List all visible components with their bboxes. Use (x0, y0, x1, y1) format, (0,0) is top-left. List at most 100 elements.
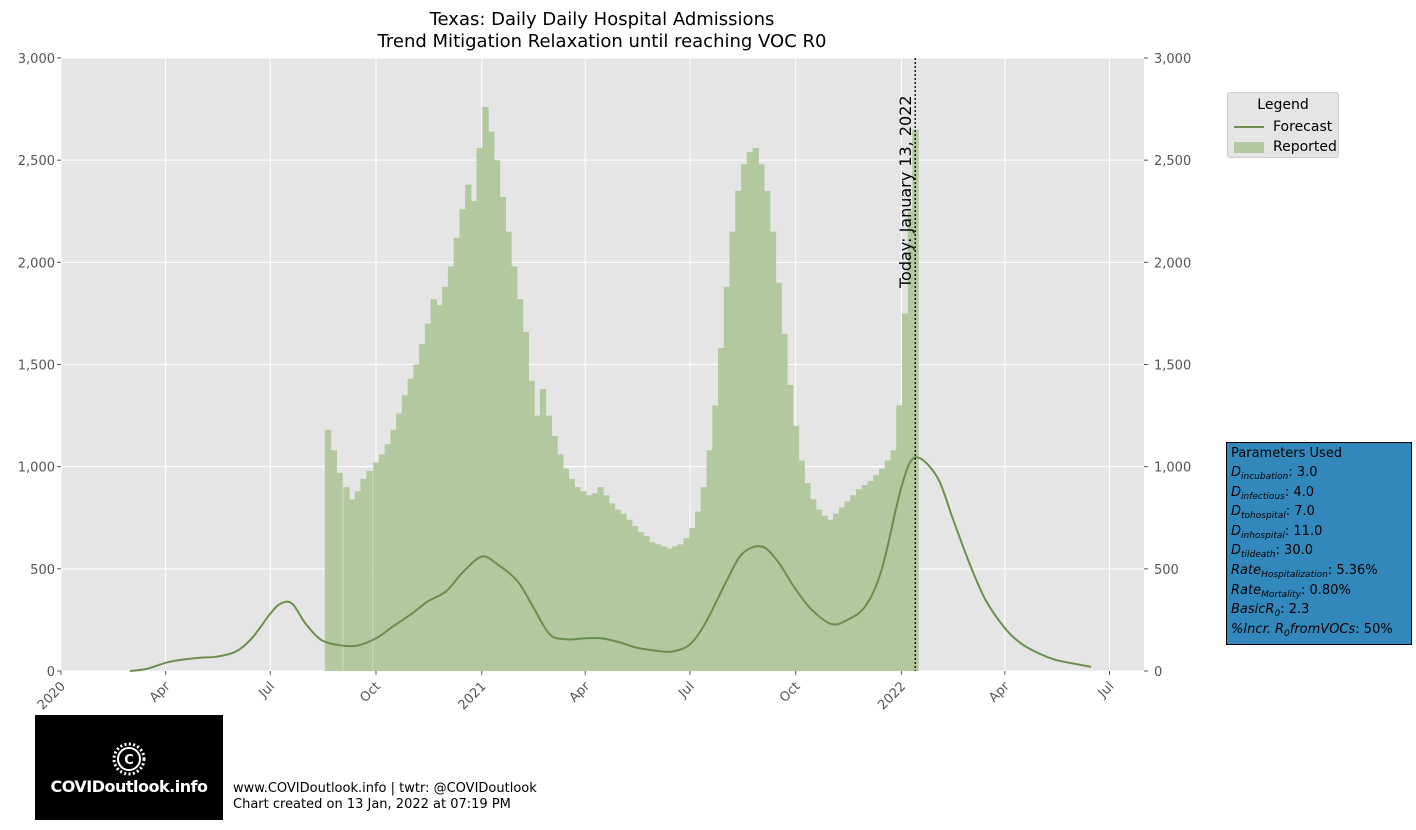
x-tick-label: Oct (357, 679, 384, 706)
reported-bar (677, 544, 685, 671)
reported-bar (465, 184, 472, 672)
reported-bar (453, 237, 460, 671)
y-tick-label: 2,500 (18, 154, 55, 169)
parameter-line: Dtohospital: 7.0 (1231, 504, 1315, 522)
legend-item-reported: Reported (1234, 139, 1337, 155)
y-tick-label: 1,500 (18, 359, 55, 374)
footer: www.COVIDoutlook.info | twtr: @COVIDoutl… (233, 781, 537, 813)
footer-line-2: Chart created on 13 Jan, 2022 at 07:19 P… (233, 797, 511, 812)
reported-bar (695, 511, 702, 671)
x-tick-label: 2021 (456, 679, 490, 713)
parameter-line: Dinfectious: 4.0 (1231, 484, 1314, 502)
y-axis-left: 0 500 1,000 1,500 2,000 2,500 3,000 (18, 52, 61, 680)
reported-bar (890, 450, 897, 671)
reported-bar (781, 333, 788, 671)
reported-bar (562, 468, 570, 671)
reported-bar (712, 405, 719, 671)
reported-bar (585, 495, 593, 671)
parameter-line: Dtildeath: 30.0 (1231, 543, 1314, 561)
reported-bar (407, 378, 414, 671)
reported-bar (666, 548, 673, 671)
reported-bar (912, 129, 919, 671)
reported-bar (907, 211, 915, 671)
logo: C COVIDoutlook.info (35, 715, 223, 820)
reported-bar (373, 462, 380, 671)
reported-bar (844, 501, 851, 671)
reported-bar (804, 483, 811, 671)
reported-bar (643, 536, 650, 671)
forecast-line (129, 456, 1092, 672)
reported-bar (396, 413, 403, 671)
reported-bar (746, 151, 754, 671)
x-tick-label: Jul (256, 679, 278, 701)
reported-bar (614, 509, 621, 671)
virus-c-icon: C (112, 742, 146, 776)
x-tick-label: Apr (567, 679, 594, 706)
legend: Legend Forecast Reported (1227, 92, 1339, 158)
y-tick-label: 1,000 (18, 461, 55, 476)
chart-subtitle: Trend Mitigation Relaxation until reachi… (377, 31, 827, 52)
reported-bar (390, 429, 397, 671)
reported-bar (482, 107, 489, 672)
reported-bar (660, 546, 667, 671)
reported-bar (787, 384, 794, 671)
reported-bar (539, 389, 547, 671)
reported-bar (505, 231, 512, 671)
reported-bar (419, 344, 426, 671)
y-tick-label-right: 2,500 (1154, 154, 1191, 169)
reported-bar (718, 348, 725, 671)
reported-bars (324, 107, 919, 672)
reported-bar (499, 196, 506, 672)
reported-bar (384, 444, 391, 671)
reported-bar (706, 450, 713, 671)
legend-item-forecast: Forecast (1234, 119, 1332, 135)
y-tick-label-right: 1,000 (1154, 461, 1191, 476)
reported-bar (821, 515, 828, 671)
reported-bar (626, 519, 633, 671)
reported-bar (366, 470, 373, 671)
parameters-title: Parameters Used (1231, 446, 1343, 461)
parameter-line: Dincubation: 3.0 (1231, 465, 1318, 482)
reported-bar (436, 305, 443, 671)
reported-bar (516, 299, 524, 671)
y-tick-label: 2,000 (18, 256, 55, 271)
reported-bar (574, 487, 581, 671)
x-tick-label: Apr (147, 679, 174, 706)
x-tick-label: Oct (777, 679, 804, 706)
reported-bar (649, 542, 656, 671)
reported-bar (637, 532, 644, 671)
reported-bar (769, 231, 777, 671)
reported-bar (591, 493, 598, 671)
today-label: Today: January 13, 2022 (896, 95, 915, 289)
y-tick-label: 0 (47, 665, 55, 680)
reported-bar (758, 164, 765, 671)
logo-text: COVIDoutlook.info (50, 777, 208, 796)
footer-line-1: www.COVIDoutlook.info | twtr: @COVIDoutl… (233, 781, 537, 796)
reported-bar (798, 460, 805, 671)
reported-bar (580, 491, 587, 671)
y-axis-right: 0 500 1,000 1,500 2,000 2,500 3,000 (1144, 52, 1191, 680)
reported-bar (873, 474, 880, 671)
reported-bar (672, 546, 679, 671)
x-tick-label: Apr (986, 679, 1013, 706)
reported-bar (901, 313, 909, 671)
legend-label-reported: Reported (1273, 139, 1337, 155)
reported-bar (493, 160, 501, 671)
reported-bar (850, 495, 857, 671)
reported-bar (741, 164, 748, 671)
reported-bar (867, 480, 874, 671)
y-tick-label: 500 (30, 563, 55, 578)
parameters-list: Dincubation: 3.0 Dinfectious: 4.0 Dtohospi… (1231, 463, 1407, 639)
x-tick-label: 2022 (875, 679, 909, 713)
reported-bar (896, 405, 903, 671)
y-tick-label-right: 500 (1154, 563, 1179, 578)
y-tick-label-right: 0 (1154, 665, 1162, 680)
reported-bar (360, 478, 367, 671)
x-tick-label: Jul (1095, 679, 1117, 701)
reported-bar (459, 209, 466, 671)
reported-bar (700, 487, 708, 671)
parameters-box: Parameters Used Dincubation: 3.0 Dinfecti… (1226, 442, 1412, 645)
reported-bar (597, 487, 604, 671)
x-axis: 2020 Apr Jul Oct 2021 Apr Jul Oct 2022 Apr Jul (35, 671, 1117, 713)
reported-bar (815, 509, 823, 671)
